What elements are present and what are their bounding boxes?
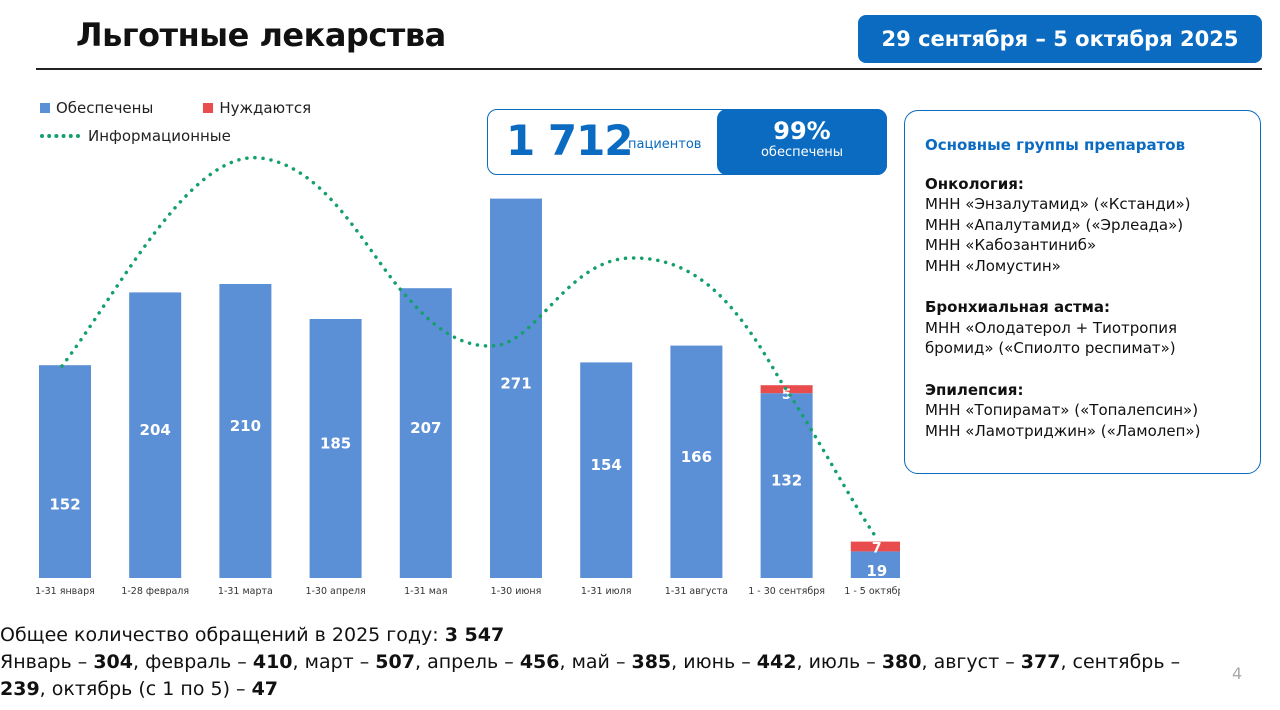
drug-group: Бронхиальная астма: МНН «Олодатерол + Тио… [925, 297, 1240, 359]
bar-provided [850, 551, 900, 578]
drug-group-title: Бронхиальная астма: [925, 298, 1111, 316]
month-stat: март – 507, [304, 651, 428, 673]
month-stat: апрель – 456, [427, 651, 572, 673]
x-tick-label: 1-31 марта [218, 586, 273, 597]
page-number: 4 [1232, 664, 1243, 683]
bar-label-needing: 5 [782, 387, 792, 403]
month-stat: июнь – 442, [683, 651, 809, 673]
groups-title: Основные группы препаратов [925, 136, 1186, 154]
bar-provided [399, 288, 452, 578]
total-line: Общее количество обращений в 2025 году: … [0, 622, 1210, 649]
divider [36, 68, 1262, 70]
bar-label-provided: 132 [771, 472, 802, 490]
drug-item: МНН «Топирамат» («Топалепсин») [925, 401, 1199, 419]
bar-provided [580, 362, 633, 578]
bar-needing [850, 541, 900, 552]
x-tick-label: 1-30 апреля [305, 586, 365, 597]
kpi-box: 1 712 пациентов 99% обеспечены [487, 109, 887, 175]
bar-label-provided: 152 [49, 496, 80, 514]
total-value: 3 547 [444, 624, 505, 646]
month-stat: май – 385, [571, 651, 684, 673]
month-stat: Январь – 304, [0, 651, 146, 673]
total-label: Общее количество обращений в 2025 году: [0, 624, 445, 646]
month-stat: сентябрь – 239, [0, 651, 1181, 700]
bar-label-provided: 210 [230, 417, 261, 435]
drug-item: МНН «Энзалутамид» («Кстанди») [925, 195, 1191, 213]
footer-stats: Общее количество обращений в 2025 году: … [0, 622, 1210, 703]
bar-provided [760, 393, 813, 578]
bar-provided [490, 198, 542, 578]
x-tick-label: 1-31 января [35, 586, 95, 597]
month-stat: август – 377, [933, 651, 1073, 673]
x-tick-label: 1-31 августа [665, 586, 728, 597]
provided-percent: 99% [773, 117, 831, 145]
patients-count: 1 712 [506, 116, 634, 165]
x-tick-label: 1-31 июля [581, 586, 632, 597]
chart-legend: Обеспечены Нуждаются Информационные [40, 94, 311, 150]
bar-label-provided: 19 [866, 562, 887, 580]
provided-percent-box: 99% обеспечены [717, 109, 887, 175]
x-tick-label: 1-31 мая [404, 586, 447, 597]
x-tick-label: 1-30 июня [491, 586, 542, 597]
drug-item: МНН «Ламотриджин» («Ламолеп») [925, 421, 1201, 440]
drug-group-title: Эпилепсия: [925, 380, 1024, 399]
drug-group-title: Онкология: [925, 174, 1024, 193]
bar-label-provided: 166 [681, 448, 712, 466]
bar-label-provided: 204 [140, 421, 171, 439]
legend-item-provided: Обеспечены Нуждаются [40, 94, 311, 122]
bar-provided [39, 365, 91, 578]
date-range-badge: 29 сентября – 5 октября 2025 [858, 15, 1262, 63]
x-tick-label: 1 - 5 октября [844, 586, 900, 597]
bar-provided [129, 292, 182, 578]
drug-group: Онкология: МНН «Энзалутамид» («Кстанди») М… [925, 174, 1240, 277]
bar-label-provided: 271 [500, 374, 531, 392]
drug-item: МНН «Олодатерол + Тиотропия [925, 318, 1178, 337]
bar-provided [670, 345, 723, 578]
bar-label-provided: 154 [591, 456, 622, 474]
bar-label-provided: 185 [320, 435, 351, 453]
drug-group: Эпилепсия: МНН «Топирамат» («Топалепсин»)… [925, 380, 1240, 442]
legend-swatch [40, 103, 50, 113]
legend-label: Обеспечены [56, 99, 154, 117]
drug-item: МНН «Ломустин» [925, 256, 1061, 275]
drug-item: бромид» («Спиолто респимат») [925, 339, 1176, 357]
legend-label: Нуждаются [219, 99, 312, 117]
patients-label: пациентов [628, 137, 702, 152]
x-tick-label: 1-28 февраля [121, 586, 189, 597]
bar-label-provided: 207 [410, 419, 441, 437]
info-line [60, 156, 880, 542]
drug-groups-panel: Основные группы препаратов Онкология: МНН… [904, 110, 1261, 474]
x-tick-label: 1 - 30 сентября [748, 586, 825, 597]
drug-item: МНН «Кабозантиниб» [925, 236, 1097, 254]
month-stat: февраль – 410, [145, 651, 305, 673]
legend-item-info: Информационные [40, 122, 311, 150]
provided-label: обеспечены [760, 145, 844, 160]
bar-provided [309, 319, 362, 578]
legend-label: Информационные [88, 127, 231, 145]
monthly-breakdown: Январь – 304, февраль – 410, март – 507,… [0, 649, 1210, 703]
drug-item: МНН «Апалутамид» («Эрлеада») [925, 215, 1184, 234]
page-title: Льготные лекарства [76, 16, 446, 54]
legend-swatch [203, 103, 214, 113]
bar-chart: 152 1-31 января 204 1-28 февраля 210 1-31 мар… [35, 156, 900, 597]
bar-provided [219, 284, 272, 578]
bar-label-needing: 7 [872, 541, 882, 557]
month-stat: июль – 380, [808, 651, 934, 673]
month-stat: октябрь (с 1 по 5) – 47 [51, 678, 279, 700]
legend-dotted-line [40, 134, 80, 138]
